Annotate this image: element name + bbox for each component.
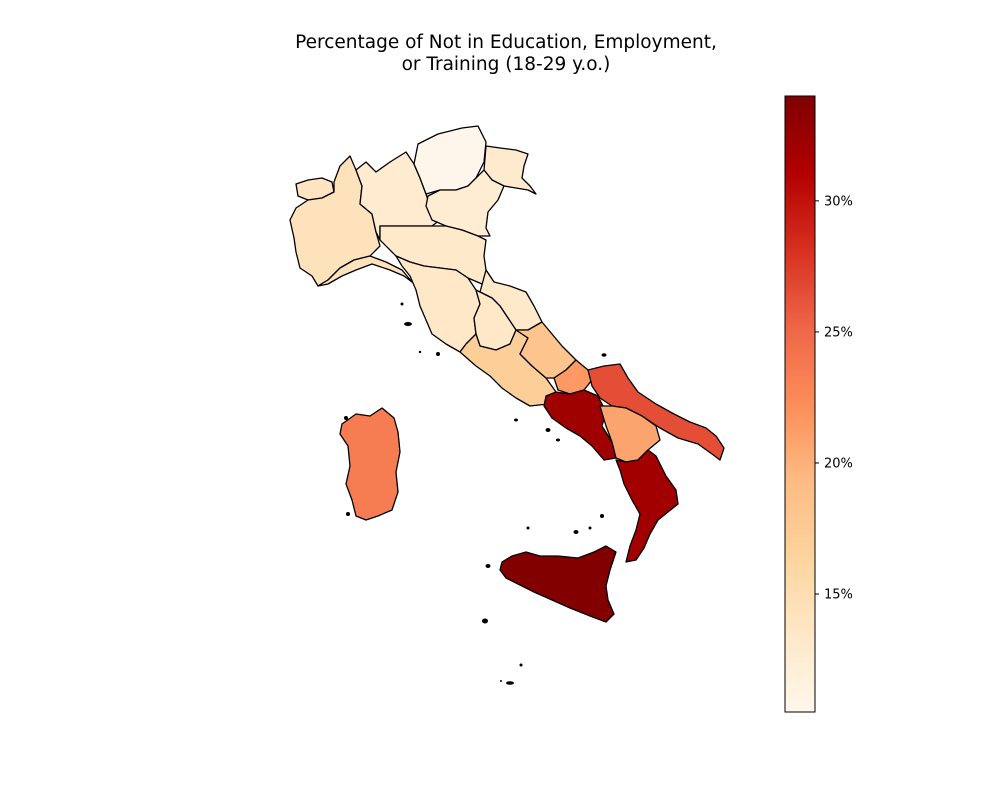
island-stromboli	[600, 514, 604, 518]
island-capraia	[400, 302, 404, 306]
chart-title-line-1: Percentage of Not in Education, Employme…	[295, 32, 717, 53]
island-montecristo	[418, 350, 422, 354]
region-calabria	[615, 449, 679, 563]
region-sardegna	[339, 407, 401, 521]
island-lampedusa	[506, 681, 514, 685]
island-ischia	[545, 428, 551, 432]
region-veneto	[425, 169, 505, 237]
colorbar-tick-label: 15%	[824, 588, 853, 603]
chart-title: Percentage of Not in Education, Employme…	[0, 32, 1000, 76]
island-egadi	[485, 564, 491, 568]
small-islands	[344, 302, 607, 685]
colorbar-tick-label: 30%	[824, 194, 853, 209]
island-lampione	[500, 680, 502, 682]
island-capri	[556, 438, 560, 442]
island-asinara	[344, 416, 348, 420]
island-san-pietro	[346, 512, 350, 516]
colorbar-tick-label: 20%	[824, 456, 853, 471]
island-tremiti	[601, 353, 607, 357]
island-ustica	[526, 526, 530, 530]
region-sicilia	[499, 545, 617, 623]
island-elba	[404, 322, 412, 326]
colorbar-tick-label: 25%	[824, 325, 853, 340]
region-lombardia	[355, 151, 441, 241]
island-giglio	[436, 352, 440, 356]
map-regions	[289, 125, 725, 623]
colorbar-ticks: 15% 20% 25% 30%	[815, 194, 853, 603]
island-pantelleria	[482, 618, 488, 624]
colorbar-gradient	[784, 95, 816, 713]
chart-title-line-2: or Training (18-29 y.o.)	[401, 54, 611, 75]
island-salina	[588, 526, 592, 530]
colorbar: 15% 20% 25% 30%	[784, 95, 853, 713]
island-lipari	[573, 530, 579, 534]
island-linosa	[519, 663, 523, 667]
island-ponza	[514, 418, 518, 422]
